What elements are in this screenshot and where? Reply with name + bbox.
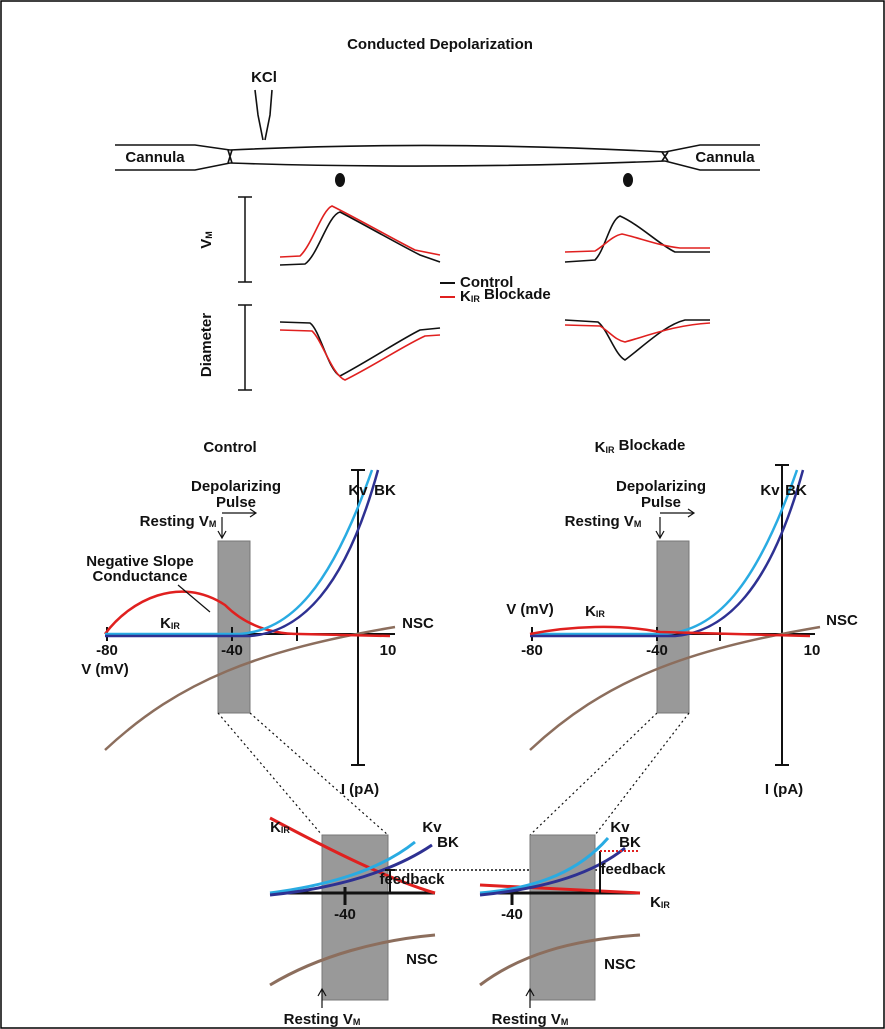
label: NSC bbox=[406, 951, 438, 968]
label: Conductance bbox=[92, 568, 187, 585]
text-part: Blockade bbox=[480, 286, 551, 303]
label: Pulse bbox=[641, 494, 681, 511]
site-dot bbox=[335, 173, 345, 187]
text-part: M bbox=[634, 520, 642, 530]
label: Resting VM bbox=[140, 513, 217, 530]
text-part: V bbox=[198, 239, 215, 249]
text-part: Resting V bbox=[284, 1011, 353, 1028]
label: Depolarizing bbox=[616, 478, 706, 495]
text-part: K bbox=[460, 288, 471, 305]
label: KCl bbox=[251, 69, 277, 86]
text-part: K bbox=[160, 615, 171, 632]
text-part: IR bbox=[171, 622, 181, 632]
label: V (mV) bbox=[81, 661, 129, 678]
tick-label: -40 bbox=[646, 642, 668, 659]
site-dot bbox=[623, 173, 633, 187]
text-part: IR bbox=[661, 901, 671, 911]
text-part: K bbox=[650, 894, 661, 911]
label: Resting VM bbox=[284, 1011, 361, 1028]
text-part: IR bbox=[596, 610, 606, 620]
text-part: Blockade bbox=[614, 437, 685, 454]
tick-label: 10 bbox=[804, 642, 821, 659]
label: BK bbox=[785, 482, 807, 499]
tick-label: 10 bbox=[380, 642, 397, 659]
label: feedback bbox=[379, 871, 445, 888]
tick-label: -40 bbox=[334, 906, 356, 923]
label: NSC bbox=[826, 612, 858, 629]
label: Kv bbox=[760, 482, 780, 499]
tick-label: -80 bbox=[96, 642, 118, 659]
label: Diameter bbox=[198, 313, 215, 377]
title: Conducted Depolarization bbox=[347, 36, 533, 53]
label: Cannula bbox=[125, 149, 185, 166]
label: I (pA) bbox=[341, 781, 379, 798]
text-part: M bbox=[561, 1018, 569, 1028]
label: Pulse bbox=[216, 494, 256, 511]
pulse-box bbox=[657, 541, 689, 713]
label: Resting VM bbox=[492, 1011, 569, 1028]
text-part: Resting V bbox=[565, 513, 634, 530]
label: BK bbox=[619, 834, 641, 851]
label: NSC bbox=[604, 956, 636, 973]
label: Depolarizing bbox=[191, 478, 281, 495]
figure: Conducted Depolarization KCl Cannula Cannul… bbox=[0, 0, 885, 1029]
label: feedback bbox=[600, 861, 666, 878]
text-part: M bbox=[205, 231, 215, 239]
label: I (pA) bbox=[765, 781, 803, 798]
text-part: IR bbox=[281, 826, 291, 836]
label: BK bbox=[437, 834, 459, 851]
pulse-box bbox=[218, 541, 250, 713]
text-part: Resting V bbox=[140, 513, 209, 530]
text-part: M bbox=[353, 1018, 361, 1028]
tick-label: -40 bbox=[501, 906, 523, 923]
text-part: K bbox=[270, 819, 281, 836]
label: Kv bbox=[348, 482, 368, 499]
text-part: M bbox=[209, 520, 217, 530]
label: BK bbox=[374, 482, 396, 499]
text-part: Control bbox=[203, 439, 256, 456]
text-part: Resting V bbox=[492, 1011, 561, 1028]
panel-title: Control bbox=[203, 439, 256, 456]
label: NSC bbox=[402, 615, 434, 632]
text-part: K bbox=[595, 439, 606, 456]
tick-label: -80 bbox=[521, 642, 543, 659]
label: Cannula bbox=[695, 149, 755, 166]
label: V (mV) bbox=[506, 601, 554, 618]
text-part: K bbox=[585, 603, 596, 620]
label: Resting VM bbox=[565, 513, 642, 530]
tick-label: -40 bbox=[221, 642, 243, 659]
